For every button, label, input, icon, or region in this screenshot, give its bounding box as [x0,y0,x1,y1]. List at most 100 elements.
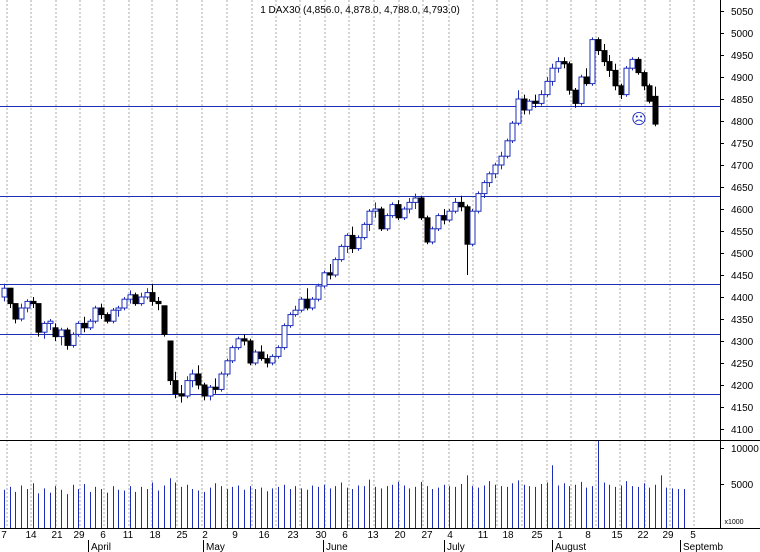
price-tick-label: 4500 [731,249,754,260]
candle-up [235,336,242,350]
chart-title: 1 DAX30 (4,856.0, 4,878.0, 4,788.0, 4,79… [260,5,460,16]
candle-down [201,382,208,401]
candle-down [161,305,168,337]
price-axis: 5050 5000 4950 4900 4850 4800 4750 4700 4650 4600… [720,7,754,436]
candle-up [321,270,328,289]
candle-up [384,213,391,231]
candle-down [132,292,139,306]
candle-up [372,202,379,218]
candle-body [178,393,185,397]
candle-body [441,215,448,221]
candle-up [309,297,316,311]
candle-up [41,321,48,339]
price-tick-label: 4650 [731,183,754,194]
price-tick-label: 4300 [731,337,754,348]
candle-body [18,307,25,320]
candle-up [544,77,551,97]
candle-up [70,332,77,348]
day-label: 18 [149,530,161,541]
candle-down [641,70,648,91]
candle-up [1,283,8,302]
price-tick-label: 4700 [731,161,754,172]
candle-body [424,217,431,243]
volume-unit-label: x1000 [724,519,743,526]
candle-up [189,369,196,388]
candle-down [424,215,431,245]
candle-body [327,272,334,276]
candle-body [167,340,174,382]
candle-body [366,210,373,225]
candle-down [30,297,37,308]
frame [0,0,760,529]
candle-up [429,226,436,245]
candle-body [544,80,551,96]
candle-down [172,371,179,399]
price-tick-label: 4600 [731,205,754,216]
candle-body [509,122,516,142]
candle-down [441,209,448,225]
candle-down [532,94,539,108]
candle-body [321,272,328,287]
day-label: 27 [421,530,433,541]
candle-down [35,303,42,337]
candle-body [515,98,522,124]
candle-up [110,308,117,324]
candle-body [504,140,511,157]
candle-body [612,69,619,87]
candle-down [12,303,19,324]
candle-down [167,340,174,385]
candle-body [258,351,265,360]
candle-body [526,100,533,111]
candle-up [504,138,511,159]
day-label: 7 [1,530,7,541]
candle-body [207,386,214,397]
price-tick-label: 4950 [731,51,754,62]
day-label: 9 [232,530,238,541]
candle-body [58,329,65,338]
candle-up [406,198,413,214]
candle-body [172,380,179,395]
candle-up [252,349,259,366]
month-label: June [326,542,348,552]
volume-bars [4,440,685,528]
candle-down [652,86,659,127]
candle-body [52,327,59,338]
price-tick-label: 4400 [731,293,754,304]
candle-body [75,322,82,335]
day-label: 11 [123,530,134,541]
day-label: 29 [662,530,674,541]
candle-body [561,61,568,65]
candle-up [549,63,556,86]
candle-up [332,257,339,278]
price-tick-label: 4850 [731,95,754,106]
candle-down [52,323,59,341]
candle-down [7,287,14,308]
candle-body [521,98,528,111]
candle-down [195,365,202,390]
candle-down [149,283,156,306]
candle-body [287,314,294,327]
candle-body [498,155,505,166]
frown-annotation: ☹ [631,111,647,128]
candle-up [492,162,499,179]
candle-body [184,380,191,397]
candle-up [486,171,493,187]
candle-body [469,210,476,245]
candle-up [229,345,236,363]
candle-up [275,345,282,359]
candle-body [384,215,391,230]
candle-body [138,296,145,305]
candle-down [241,334,248,346]
candle-down [98,303,105,319]
candle-body [309,298,316,309]
candle-body [389,204,396,217]
candle-body [281,325,288,349]
candle-up [121,297,128,311]
candle-up [498,151,505,170]
day-label: 18 [502,530,514,541]
candle-body [623,67,630,96]
candle-up [446,209,453,223]
candle-up [481,180,488,198]
candle-body [115,307,122,311]
candle-body [275,347,282,357]
